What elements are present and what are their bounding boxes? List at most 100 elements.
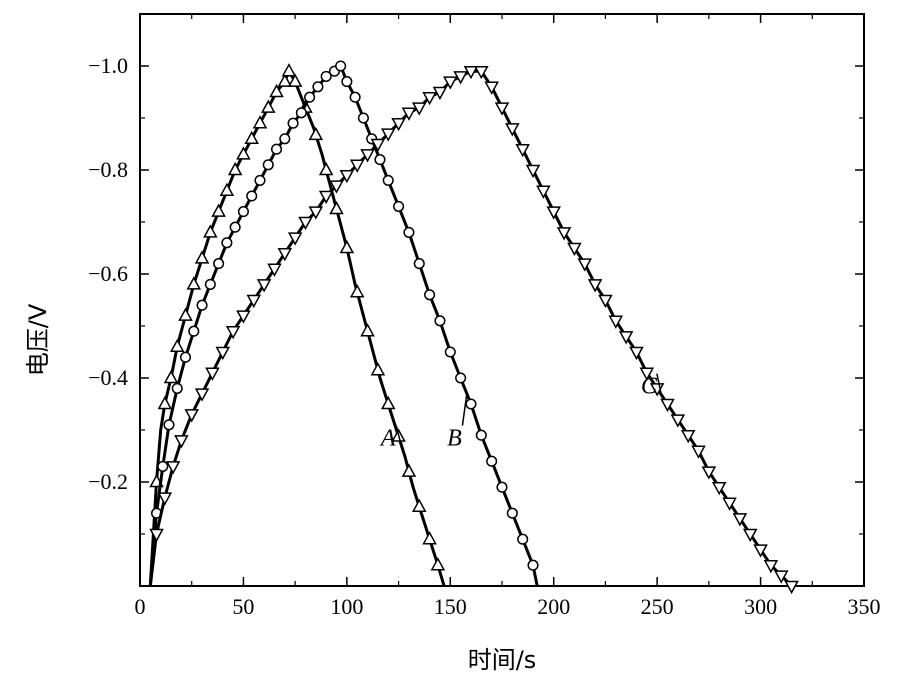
series-c-point [411, 102, 427, 116]
series-b-point [188, 325, 200, 337]
series-c-point [165, 461, 181, 475]
series-b-point [270, 143, 283, 155]
series-c-label: C [641, 374, 658, 400]
series-c-point [711, 481, 727, 496]
series-a-point [244, 130, 259, 145]
series-a-point [422, 531, 437, 545]
series-c-point [691, 445, 706, 459]
series-a-point [211, 203, 226, 217]
series-c-point [618, 331, 634, 345]
y-tick-label: −1.0 [88, 53, 128, 78]
series-a-point [269, 83, 284, 98]
plot-frame [139, 13, 865, 587]
series-c-point [505, 123, 520, 137]
series-b-point [179, 351, 192, 363]
series-c-point [370, 138, 386, 153]
series-a-point [401, 463, 417, 477]
series-b-point [335, 60, 347, 72]
y-tick-labels: −0.2 −0.4 −0.6 −0.8 −1.0 [88, 53, 128, 494]
series-c-point [639, 367, 655, 381]
series-b-point [237, 206, 249, 218]
series-b-point [434, 315, 446, 327]
series-a-point [411, 498, 427, 512]
series-a-point [169, 338, 185, 353]
series-b-point [403, 226, 415, 238]
y-tick-label: −0.6 [88, 261, 128, 286]
series-c-point [267, 263, 282, 277]
series-c-point [391, 117, 406, 132]
series-c-point [194, 388, 210, 402]
series-a-point [252, 115, 268, 129]
series-b-point [341, 76, 353, 88]
series-b-point [357, 112, 369, 124]
y-tick-label: −0.2 [88, 469, 128, 494]
series-a-point [380, 395, 396, 410]
series-c-point [256, 279, 272, 293]
series-b-point [157, 460, 169, 472]
series-labels: A B C [379, 373, 663, 452]
series-b-point [221, 237, 233, 249]
series-c-point [246, 294, 262, 309]
series-c-point [536, 185, 551, 199]
x-tick-label: 100 [330, 594, 363, 619]
series-b-point [424, 289, 436, 301]
series-a-point [178, 307, 193, 321]
series-a-point [329, 200, 344, 215]
x-tick-label: 150 [434, 594, 467, 619]
series-c-point [587, 279, 603, 293]
series-layer [148, 60, 799, 595]
series-c-point [474, 65, 489, 80]
series-a-leader [395, 425, 402, 444]
series-c-point [722, 497, 737, 511]
series-a-point [360, 323, 375, 337]
series-c-point [349, 159, 365, 173]
series-c-point [215, 346, 231, 361]
y-tick-label: −0.4 [88, 365, 128, 390]
x-tick-label: 200 [537, 594, 570, 619]
series-a-point [277, 73, 293, 87]
series-c-point [484, 81, 499, 95]
series-c-point [784, 580, 799, 595]
series-c-point [205, 367, 220, 381]
series-b-point [262, 159, 274, 171]
series-c-point [308, 206, 324, 220]
series-b-point [254, 174, 266, 186]
series-c-point [432, 86, 448, 101]
series-c-point [670, 414, 686, 428]
series-b-point [475, 429, 487, 441]
series-b-point [287, 117, 299, 129]
x-tick-labels: 0 50 100 150 200 250 300 350 [135, 594, 881, 619]
series-c-point [298, 216, 313, 231]
series-c-point [608, 315, 624, 329]
series-a-point [339, 239, 355, 254]
x-tick-label: 300 [744, 594, 777, 619]
series-b-point [496, 481, 508, 493]
series-c-point [515, 143, 530, 158]
series-a-point [203, 224, 218, 238]
series-b-point [196, 299, 208, 311]
series-b-point [246, 190, 258, 202]
series-a-point [349, 284, 365, 298]
series-c-point [360, 149, 375, 163]
series-a-point [163, 369, 179, 384]
series-c-point [546, 206, 561, 220]
series-b [148, 60, 539, 587]
series-c-point [329, 180, 344, 194]
series-c-point [443, 76, 458, 90]
series-a-point [430, 557, 446, 571]
series-c-point [556, 227, 572, 241]
series-b-point [312, 81, 324, 93]
series-a-point [219, 182, 235, 197]
series-c-point [701, 466, 717, 480]
series-b-point [213, 258, 225, 270]
series-c-point [401, 107, 417, 121]
series-a-point [318, 161, 334, 176]
series-c-point [463, 65, 479, 80]
series-c-point [157, 492, 173, 506]
series-c-point [753, 544, 768, 558]
y-tick-label: −0.8 [88, 157, 128, 182]
x-tick-label: 50 [232, 594, 254, 619]
series-b-point [455, 372, 467, 384]
series-a-point [260, 99, 276, 113]
series-c-point [598, 294, 613, 309]
